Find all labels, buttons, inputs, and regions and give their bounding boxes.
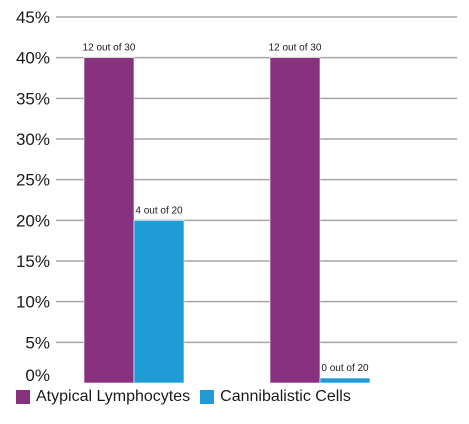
y-tick-label: 40% — [16, 49, 50, 68]
y-tick-label: 20% — [16, 211, 50, 230]
data-labels: 12 out of 30 12 out of 30 4 out of 20 0 out… — [83, 43, 369, 374]
legend-label-atypical-lymphocytes: Atypical Lymphocytes — [36, 388, 191, 405]
legend-item-cannibalistic-cells: Cannibalistic Cells — [200, 388, 351, 406]
bar-atypical-lymphocytes-0 — [83, 57, 135, 384]
bar-chart: 0% 5% 10% 15% 20% 25% 30% 35% 40% 45% 12 out of 3… — [16, 8, 457, 384]
y-tick-label: 10% — [16, 293, 50, 312]
bar-atypical-lymphocytes-1 — [269, 57, 321, 384]
data-label: 12 out of 30 — [83, 43, 136, 54]
y-tick-label: 15% — [16, 252, 50, 271]
legend-swatch-cannibalistic-cells — [200, 390, 215, 404]
y-tick-label: 0% — [25, 366, 50, 384]
legend: Atypical Lymphocytes Cannibalistic Cells — [16, 388, 361, 406]
bar-cannibalistic-cells-1 — [319, 377, 371, 384]
bar-cannibalistic-cells-0 — [133, 220, 185, 384]
legend-swatch-atypical-lymphocytes — [16, 390, 30, 404]
y-tick-label: 30% — [16, 130, 50, 149]
y-axis-ticks: 0% 5% 10% 15% 20% 25% 30% 35% 40% 45% — [16, 8, 50, 384]
y-tick-label: 35% — [16, 89, 50, 108]
y-tick-label: 45% — [16, 8, 50, 27]
y-tick-label: 5% — [25, 333, 50, 352]
data-label: 12 out of 30 — [269, 43, 322, 54]
legend-label-cannibalistic-cells: Cannibalistic Cells — [220, 388, 351, 405]
bars — [83, 57, 371, 384]
data-label: 4 out of 20 — [135, 205, 183, 216]
data-label: 0 out of 20 — [321, 363, 369, 374]
y-tick-label: 25% — [16, 171, 50, 190]
legend-item-atypical-lymphocytes: Atypical Lymphocytes — [16, 388, 190, 406]
